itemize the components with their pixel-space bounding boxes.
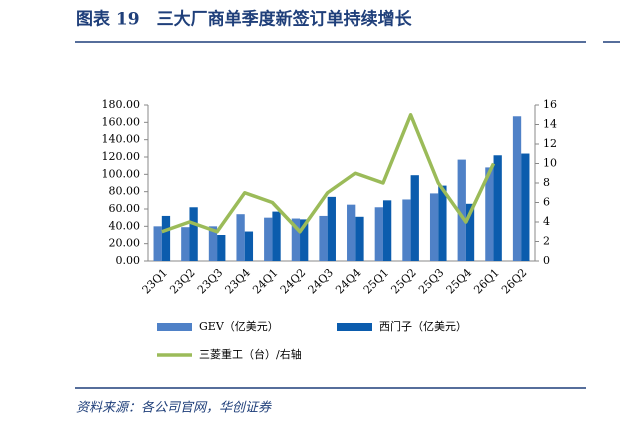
- bar: [438, 185, 447, 261]
- x-tick-label: 23Q1: [140, 266, 170, 296]
- x-tick-label: 26Q2: [499, 266, 529, 296]
- bar: [465, 203, 475, 261]
- x-tick-label: 23Q3: [195, 266, 225, 296]
- y-tick-label: 160.00: [102, 115, 141, 128]
- y2-tick-label: 8: [543, 176, 550, 189]
- y-tick-label: 60.00: [109, 202, 141, 215]
- bar: [374, 207, 383, 261]
- bar: [181, 227, 190, 261]
- x-tick-label: 24Q1: [250, 266, 280, 296]
- bar: [189, 207, 198, 261]
- bar: [512, 116, 522, 262]
- y2-tick-label: 10: [543, 157, 557, 170]
- bar: [236, 214, 245, 261]
- x-tick-label: 25Q2: [388, 266, 418, 296]
- bar: [300, 219, 309, 261]
- x-tick-label: 25Q1: [361, 266, 391, 296]
- y-tick-label: 20.00: [109, 237, 141, 250]
- y-tick-label: 140.00: [102, 133, 141, 146]
- y-tick-label: 40.00: [109, 219, 141, 232]
- bar: [217, 235, 226, 261]
- bar: [161, 215, 171, 261]
- y2-tick-label: 12: [543, 137, 557, 150]
- legend-label: 三菱重工（台）/右轴: [199, 347, 302, 361]
- bar: [208, 226, 218, 261]
- line: [161, 113, 496, 234]
- bar: [355, 216, 364, 261]
- x-tick-label: 25Q3: [416, 266, 446, 296]
- x-tick-label: 24Q2: [278, 266, 308, 296]
- x-tick-label: 23Q2: [167, 266, 197, 296]
- y-tick-label: 0.00: [116, 254, 141, 267]
- bar: [319, 215, 328, 261]
- bar: [244, 231, 254, 261]
- y2-tick-label: 6: [543, 196, 550, 209]
- bar: [410, 175, 419, 261]
- x-tick-label: 25Q4: [444, 266, 474, 296]
- bar: [485, 167, 494, 261]
- bar: [153, 226, 162, 261]
- x-tick-label: 26Q1: [471, 266, 501, 296]
- y-tick-label: 100.00: [102, 167, 141, 180]
- legend-swatch: [337, 323, 372, 331]
- y-tick-label: 80.00: [109, 185, 141, 198]
- bar: [264, 217, 273, 261]
- bar: [493, 155, 502, 261]
- bar: [327, 196, 336, 261]
- x-tick-label: 24Q4: [333, 266, 363, 296]
- chart-title: 图表 19 三大厂商单季度新签订单持续增长: [76, 9, 413, 30]
- bar: [272, 211, 281, 261]
- bar: [347, 204, 356, 261]
- x-tick-label: 23Q4: [223, 266, 253, 296]
- bar: [291, 218, 301, 261]
- y2-tick-label: 14: [543, 118, 557, 131]
- y2-tick-label: 16: [543, 98, 557, 111]
- bar: [382, 200, 392, 261]
- bar: [457, 159, 466, 261]
- y2-tick-label: 4: [543, 215, 550, 228]
- x-tick-label: 24Q3: [306, 266, 336, 296]
- legend-label: 西门子（亿美元）: [379, 319, 467, 333]
- source: 资料来源：各公司官网，华创证券: [76, 400, 272, 416]
- y-tick-label: 180.00: [102, 98, 141, 111]
- y2-tick-label: 0: [543, 254, 550, 267]
- legend-label: GEV（亿美元）: [199, 320, 279, 333]
- bar: [429, 193, 439, 261]
- bar: [521, 153, 530, 261]
- y2-tick-label: 2: [543, 235, 550, 248]
- y-tick-label: 120.00: [102, 150, 141, 163]
- legend-swatch: [157, 323, 192, 331]
- bar: [402, 199, 411, 261]
